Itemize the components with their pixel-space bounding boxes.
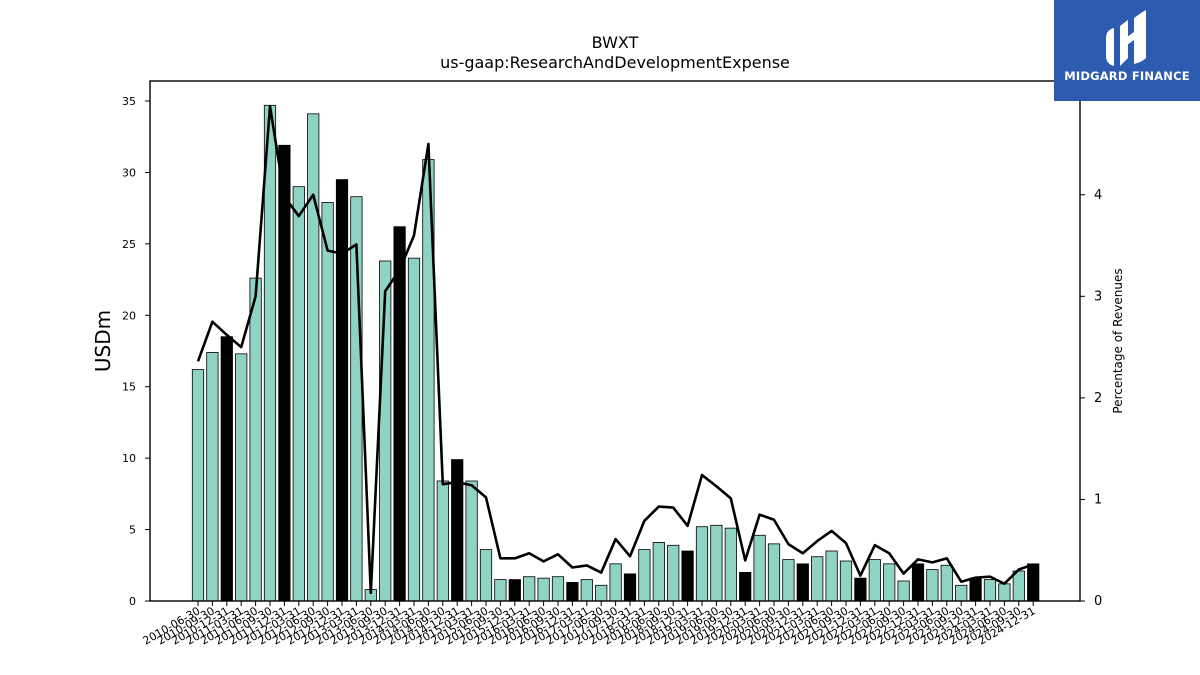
bar bbox=[767, 543, 781, 602]
bar bbox=[796, 563, 809, 602]
bar bbox=[955, 584, 968, 602]
y-tick-label-left: 5 bbox=[129, 524, 136, 537]
bar bbox=[494, 579, 507, 602]
bar bbox=[638, 549, 651, 602]
bar bbox=[811, 556, 824, 602]
y-tick-label-right: 4 bbox=[1094, 188, 1102, 203]
bar bbox=[868, 559, 881, 602]
bar bbox=[782, 559, 795, 602]
bar bbox=[739, 572, 752, 602]
y-tick-label-right: 1 bbox=[1094, 492, 1102, 507]
bar bbox=[940, 564, 953, 602]
bar bbox=[595, 584, 608, 602]
bar bbox=[407, 257, 421, 602]
bar bbox=[695, 526, 709, 602]
bar bbox=[839, 560, 853, 602]
y-axis-label-left: USDm bbox=[91, 310, 115, 372]
bar bbox=[911, 563, 925, 602]
midgard-logo-icon bbox=[1106, 10, 1146, 66]
bar bbox=[436, 480, 449, 602]
line-series bbox=[196, 105, 1034, 595]
y-tick-label-left: 10 bbox=[122, 452, 136, 465]
y-tick-label-left: 30 bbox=[122, 166, 136, 179]
bar bbox=[235, 353, 248, 602]
bar bbox=[926, 569, 939, 602]
y-tick-label-left: 25 bbox=[122, 238, 136, 251]
bar bbox=[393, 226, 406, 602]
y-tick-label-right: 3 bbox=[1094, 289, 1102, 304]
y-axis-ticks-right: 0 1 2 3 4 bbox=[1080, 188, 1102, 609]
axes bbox=[149, 80, 1081, 602]
bar bbox=[335, 179, 349, 602]
bar bbox=[825, 550, 838, 602]
bar bbox=[465, 480, 478, 602]
bar bbox=[451, 459, 464, 602]
bar bbox=[537, 577, 550, 602]
bar bbox=[307, 113, 320, 602]
bar bbox=[667, 544, 680, 602]
y-tick-label-left: 0 bbox=[129, 595, 136, 608]
chart-subtitle: us-gaap:ResearchAndDevelopmentExpense bbox=[440, 53, 790, 72]
bar bbox=[753, 534, 766, 602]
bar bbox=[681, 550, 694, 602]
bar bbox=[724, 527, 737, 602]
percentage-line bbox=[196, 105, 1034, 595]
bar bbox=[1012, 570, 1025, 602]
bar bbox=[710, 524, 723, 602]
bar bbox=[508, 579, 521, 602]
bar bbox=[292, 186, 305, 602]
midgard-finance-logo: MIDGARD FINANCE bbox=[1054, 0, 1200, 101]
bar bbox=[897, 580, 910, 602]
bar bbox=[249, 277, 262, 602]
bar bbox=[206, 352, 219, 602]
bar bbox=[278, 144, 291, 602]
bar bbox=[220, 336, 233, 602]
bar bbox=[191, 369, 205, 602]
y-axis-label-right: Percentage of Revenues bbox=[1111, 268, 1125, 413]
bar bbox=[998, 583, 1011, 602]
bar bbox=[551, 576, 565, 602]
bar bbox=[263, 104, 277, 602]
y-tick-label-right: 2 bbox=[1094, 391, 1102, 406]
bar bbox=[983, 579, 997, 602]
bar bbox=[969, 577, 982, 602]
bar-series bbox=[191, 104, 1040, 602]
bar bbox=[566, 582, 579, 602]
chart-title: BWXT bbox=[592, 33, 639, 52]
bar bbox=[523, 576, 536, 602]
logo-text: MIDGARD FINANCE bbox=[1064, 69, 1190, 83]
bar bbox=[479, 549, 493, 602]
y-tick-label-left: 35 bbox=[122, 95, 136, 108]
y-tick-label-right: 0 bbox=[1094, 594, 1102, 609]
bar bbox=[854, 577, 867, 602]
plot-frame bbox=[149, 80, 1081, 602]
bar bbox=[883, 563, 896, 602]
y-axis-ticks-left: 0 5 10 15 20 25 30 35 bbox=[122, 95, 150, 608]
x-axis-ticks: 2010-06-302010-09-302010-12-312011-03-31… bbox=[141, 601, 1038, 648]
bar bbox=[580, 579, 593, 602]
bar bbox=[609, 563, 622, 602]
y-tick-label-left: 15 bbox=[122, 381, 136, 394]
bar bbox=[1027, 563, 1040, 602]
bar bbox=[321, 202, 334, 602]
bar bbox=[623, 573, 637, 602]
y-tick-label-left: 20 bbox=[122, 309, 136, 322]
bar bbox=[652, 542, 665, 602]
